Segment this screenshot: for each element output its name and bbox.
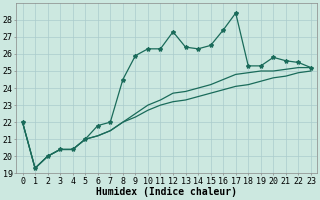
X-axis label: Humidex (Indice chaleur): Humidex (Indice chaleur)	[96, 187, 237, 197]
